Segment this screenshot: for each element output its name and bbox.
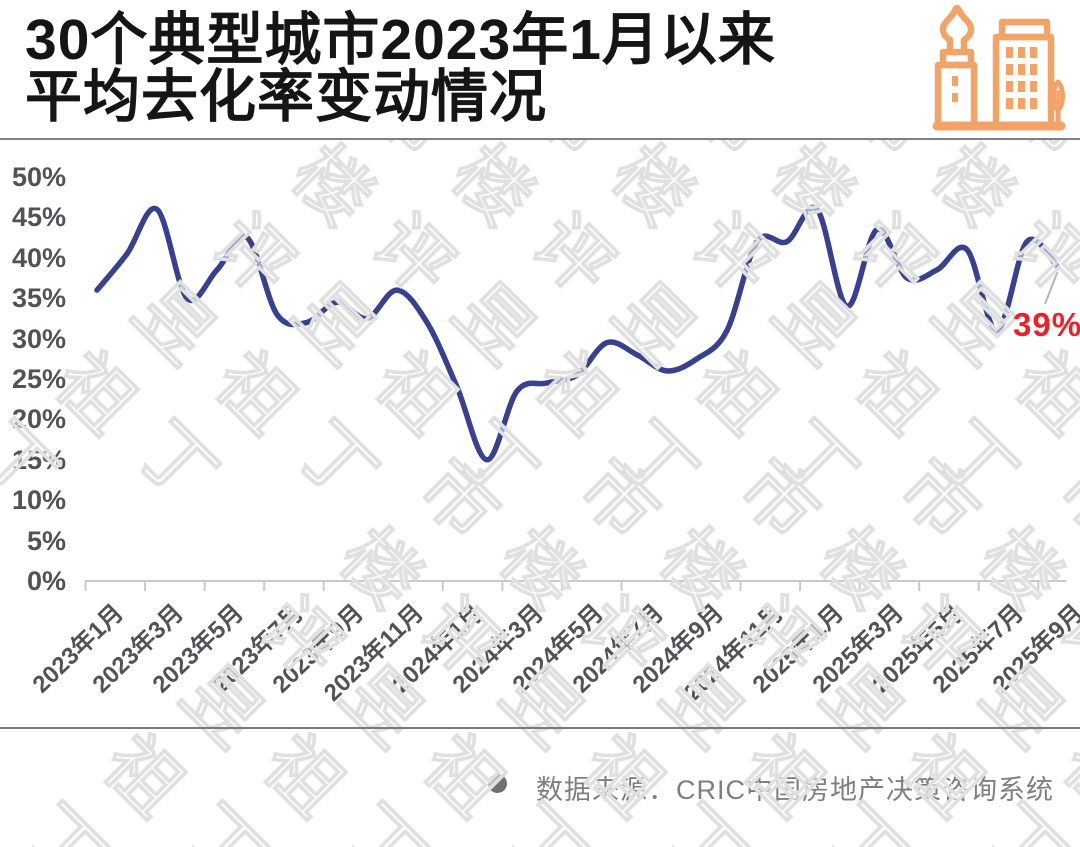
dome-tower-shape xyxy=(939,4,975,52)
bullet-icon xyxy=(488,774,507,793)
x-axis-line-and-ticks xyxy=(84,580,1066,591)
page-title-line2: 平均去化率变动情况 xyxy=(25,65,547,129)
y-tick-label: 30% xyxy=(11,323,66,354)
y-tick-label: 5% xyxy=(26,525,66,556)
city-buildings-icon xyxy=(932,4,1066,131)
y-tick-label: 40% xyxy=(11,242,66,273)
latest-value-label: 39% xyxy=(1013,306,1080,343)
header-divider xyxy=(0,138,1080,140)
building-windows xyxy=(952,47,1037,109)
end-label-callout-line xyxy=(1044,271,1059,305)
absorption-rate-series-line xyxy=(94,204,1060,463)
page-title: 30个典型城市2023年1月以来 平均去化率变动情况 xyxy=(25,12,776,126)
data-source-text: 数据来源：CRIC中国房地产决策咨询系统 xyxy=(536,775,1054,805)
y-tick-label: 15% xyxy=(11,444,66,475)
y-tick-label: 10% xyxy=(11,485,66,516)
y-tick-label: 50% xyxy=(11,162,66,192)
page-title-line1: 30个典型城市2023年1月以来 xyxy=(25,8,776,72)
y-tick-label: 20% xyxy=(11,404,66,435)
y-tick-label: 35% xyxy=(11,283,66,314)
y-tick-label: 25% xyxy=(11,364,66,394)
footer-divider xyxy=(0,727,1080,729)
y-tick-label: 0% xyxy=(26,566,66,596)
y-tick-label: 45% xyxy=(11,202,66,233)
